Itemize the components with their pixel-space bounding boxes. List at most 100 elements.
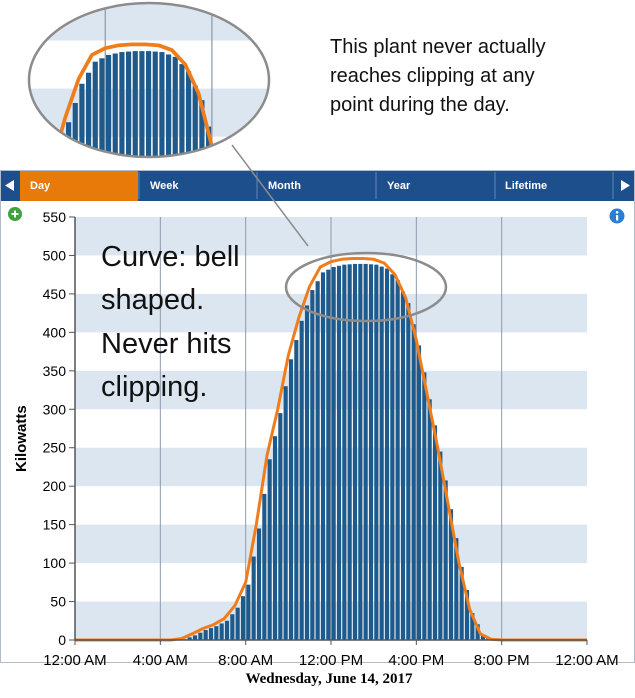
zoom-connector-line bbox=[231, 144, 309, 247]
tab-day-label: Day bbox=[30, 180, 51, 192]
tab-lifetime[interactable]: Lifetime bbox=[494, 172, 547, 199]
production-bar bbox=[208, 628, 214, 640]
zoom-bar bbox=[192, 85, 198, 157]
tab-year[interactable]: Year bbox=[375, 172, 411, 199]
production-bar bbox=[336, 265, 342, 640]
production-bar bbox=[278, 413, 283, 640]
production-bar bbox=[224, 620, 230, 640]
production-bar bbox=[374, 264, 379, 640]
production-bar bbox=[480, 635, 486, 640]
production-bar bbox=[470, 613, 475, 640]
production-bar bbox=[299, 320, 304, 640]
zoom-bar bbox=[199, 100, 205, 157]
callout-line-1: Curve: bell bbox=[101, 241, 240, 273]
production-bar bbox=[422, 372, 427, 640]
zoom-bar bbox=[146, 51, 152, 157]
y-tick-label: 550 bbox=[43, 209, 67, 225]
production-bar bbox=[331, 266, 336, 640]
x-tick-label: 8:00 PM bbox=[474, 652, 530, 669]
tab-week-label: Week bbox=[150, 180, 179, 192]
y-tick-label: 400 bbox=[43, 324, 67, 340]
period-tab-bar: Day Week Month Year Lifetime bbox=[0, 170, 635, 201]
zoom-bar bbox=[92, 61, 98, 157]
production-bar bbox=[342, 264, 347, 640]
zoom-bar bbox=[172, 56, 178, 157]
production-bar bbox=[304, 305, 310, 640]
production-bar bbox=[294, 340, 299, 640]
production-bar bbox=[310, 290, 315, 640]
zoom-bar bbox=[33, 266, 38, 521]
top-note-line-1: This plant never actually bbox=[330, 36, 546, 58]
production-bar bbox=[267, 459, 272, 640]
y-tick-label: 350 bbox=[43, 363, 67, 379]
production-bar bbox=[283, 386, 288, 640]
x-tick-label: 12:00 AM bbox=[555, 652, 618, 669]
production-bar bbox=[272, 436, 278, 640]
production-bar bbox=[198, 632, 203, 640]
y-tick-label: 100 bbox=[43, 555, 67, 571]
production-bar bbox=[256, 528, 262, 640]
production-bar bbox=[358, 263, 363, 640]
zoom-bar bbox=[86, 72, 92, 157]
production-bar bbox=[262, 493, 267, 640]
info-icon[interactable] bbox=[609, 208, 625, 224]
zoom-bar bbox=[6, 417, 11, 521]
tab-day[interactable]: Day bbox=[20, 170, 138, 201]
tab-month-label: Month bbox=[268, 180, 301, 192]
triangle-left-icon bbox=[5, 180, 14, 191]
production-bar bbox=[416, 345, 422, 640]
production-bar bbox=[347, 264, 352, 640]
top-note: This plant never actually reaches clippi… bbox=[330, 36, 546, 116]
production-bar bbox=[411, 324, 416, 640]
production-bar bbox=[459, 566, 464, 640]
production-bar bbox=[240, 596, 246, 640]
production-bar bbox=[315, 281, 320, 640]
zoom-bar bbox=[179, 64, 185, 157]
tab-month[interactable]: Month bbox=[256, 172, 301, 199]
production-bar bbox=[475, 624, 480, 640]
x-tick-label: 12:00 PM bbox=[299, 652, 363, 669]
next-period-button[interactable] bbox=[612, 172, 630, 199]
zoom-plus-icon[interactable] bbox=[8, 207, 22, 221]
production-bar bbox=[427, 399, 432, 640]
y-tick-label: 300 bbox=[43, 401, 67, 417]
production-bar bbox=[251, 556, 256, 640]
production-bar bbox=[326, 269, 331, 640]
tab-year-label: Year bbox=[387, 180, 411, 192]
zoom-bar bbox=[99, 58, 105, 157]
x-axis-label: Wednesday, June 14, 2017 bbox=[245, 671, 413, 687]
production-bar bbox=[192, 635, 198, 640]
production-bar bbox=[438, 451, 443, 640]
zoom-bar bbox=[139, 51, 145, 157]
callout-line-4: clipping. bbox=[101, 371, 207, 403]
y-tick-label: 150 bbox=[43, 517, 67, 533]
y-tick-label: 200 bbox=[43, 478, 67, 494]
zoom-bar bbox=[106, 54, 112, 157]
production-bar bbox=[288, 359, 294, 640]
x-tick-label: 12:00 AM bbox=[43, 652, 106, 669]
y-tick-label: 0 bbox=[58, 632, 66, 648]
production-bar bbox=[454, 538, 459, 640]
callout-line-3: Never hits bbox=[101, 328, 232, 360]
production-bar bbox=[384, 268, 390, 640]
production-bar bbox=[395, 280, 400, 640]
curve-callout: Curve: bell shaped. Never hits clipping. bbox=[101, 241, 240, 403]
y-tick-label: 50 bbox=[50, 594, 66, 610]
zoom-bar bbox=[152, 51, 158, 157]
tab-lifetime-label: Lifetime bbox=[505, 180, 547, 192]
tab-week[interactable]: Week bbox=[138, 172, 179, 199]
production-bar bbox=[352, 263, 358, 640]
zoom-bar bbox=[132, 51, 138, 157]
prev-period-button[interactable] bbox=[0, 170, 20, 201]
top-note-line-2: reaches clipping at any bbox=[330, 65, 535, 87]
x-tick-label: 8:00 AM bbox=[218, 652, 273, 669]
production-bar bbox=[320, 272, 326, 640]
zoom-bar bbox=[79, 83, 85, 157]
callout-line-2: shaped. bbox=[101, 284, 204, 316]
zoom-bar bbox=[72, 103, 78, 157]
zoom-bar bbox=[159, 52, 165, 157]
production-bar bbox=[400, 291, 406, 640]
production-bar bbox=[432, 425, 438, 640]
production-bar bbox=[406, 303, 411, 640]
